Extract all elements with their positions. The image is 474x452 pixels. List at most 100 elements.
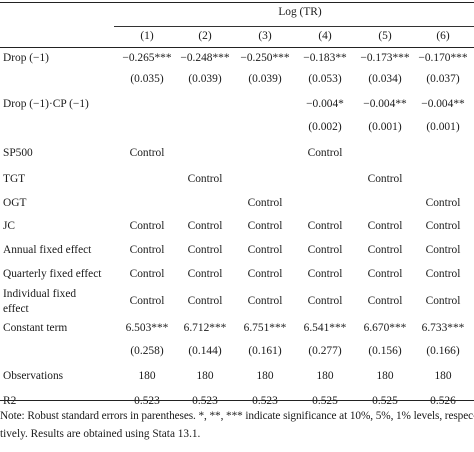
table-cell: Control (307, 295, 343, 307)
table-cell: −0.004* (306, 98, 344, 110)
table-cell: 180 (376, 370, 394, 382)
table-cell: 0.523 (134, 395, 160, 407)
table-cell: Control (129, 268, 165, 280)
table-cell: 180 (138, 370, 156, 382)
table-cell: 6.712*** (183, 322, 227, 334)
table-cell: (0.258) (130, 345, 164, 357)
table-cell: −0.265*** (122, 52, 172, 64)
table-cell: 180 (316, 370, 334, 382)
table-cell: 6.733*** (421, 322, 465, 334)
table-cell: (0.156) (368, 345, 402, 357)
table-cell: (0.039) (188, 73, 222, 85)
table-cell: −0.004** (363, 98, 407, 110)
row-label: effect (3, 303, 29, 315)
row-label: Drop (−1)·CP (−1) (3, 98, 89, 110)
table-cell: 6.541*** (303, 322, 347, 334)
table-cell: 6.670*** (363, 322, 407, 334)
table-cell: Control (307, 220, 343, 232)
table-cell: Control (187, 220, 223, 232)
table-cell: 0.523 (192, 395, 218, 407)
table-cell: 180 (196, 370, 214, 382)
row-label: OGT (3, 197, 27, 209)
row-label: Annual fixed effect (3, 244, 92, 256)
table-cell: Control (307, 268, 343, 280)
column-header: (1) (140, 30, 154, 42)
table-cell: 180 (256, 370, 274, 382)
table-cell: Control (367, 268, 403, 280)
table-cell: Control (129, 147, 165, 159)
table-cell: Control (247, 268, 283, 280)
table-cell: −0.248*** (180, 52, 230, 64)
table-cell: (0.035) (130, 73, 164, 85)
column-header: (2) (198, 30, 212, 42)
row-label: R2 (3, 395, 17, 407)
table-cell: Control (425, 295, 461, 307)
row-label: JC (3, 220, 16, 232)
table-cell: Control (425, 244, 461, 256)
table-cell: (0.001) (426, 121, 460, 133)
row-label: Quarterly fixed effect (3, 268, 102, 280)
group-header: Log (TR) (278, 6, 322, 18)
table-cell: Control (187, 268, 223, 280)
table-cell: (0.144) (188, 345, 222, 357)
column-header: (4) (318, 30, 332, 42)
row-label: SP500 (3, 147, 33, 159)
table-cell: 6.503*** (125, 322, 169, 334)
group-underline (114, 26, 474, 27)
table-cell: Control (247, 244, 283, 256)
table-cell: −0.170*** (418, 52, 468, 64)
table-cell: Control (367, 173, 403, 185)
table-cell: (0.161) (248, 345, 282, 357)
table-cell: 6.751*** (243, 322, 287, 334)
table-cell: (0.053) (308, 73, 342, 85)
table-cell: 0.525 (312, 395, 338, 407)
table-cell: 0.525 (372, 395, 398, 407)
table-cell: (0.002) (308, 121, 342, 133)
note-line-1: Note: Robust standard errors in parenthe… (0, 410, 474, 422)
table-cell: Control (129, 220, 165, 232)
column-header: (3) (258, 30, 272, 42)
table-cell: (0.277) (308, 345, 342, 357)
table-cell: Control (307, 147, 343, 159)
bottom-rule (0, 400, 474, 401)
table-cell: Control (367, 295, 403, 307)
table-cell: Control (425, 268, 461, 280)
table-cell: Control (367, 220, 403, 232)
table-cell: Control (425, 220, 461, 232)
table-cell: (0.001) (368, 121, 402, 133)
header-rule (0, 47, 474, 48)
table-cell: (0.034) (368, 73, 402, 85)
table-cell: Control (367, 244, 403, 256)
row-label: Drop (−1) (3, 52, 49, 64)
table-cell: (0.039) (248, 73, 282, 85)
top-rule (0, 2, 474, 3)
table-cell: Control (187, 244, 223, 256)
note-line-2: tively. Results are obtained using Stata… (0, 428, 201, 440)
table-cell: Control (129, 295, 165, 307)
table-cell: −0.250*** (240, 52, 290, 64)
table-cell: 180 (434, 370, 452, 382)
table-cell: −0.173*** (360, 52, 410, 64)
table-cell: Control (247, 220, 283, 232)
table-cell: (0.166) (426, 345, 460, 357)
table-cell: Control (247, 197, 283, 209)
table-cell: Control (247, 295, 283, 307)
table-note: Note: Robust standard errors in parenthe… (0, 407, 474, 443)
row-label: Constant term (3, 322, 68, 334)
row-label: Individual fixed (3, 288, 77, 300)
table-cell: Control (425, 197, 461, 209)
column-header: (6) (436, 30, 450, 42)
table-cell: −0.183** (303, 52, 347, 64)
table-cell: Control (187, 173, 223, 185)
table-cell: 0.523 (252, 395, 278, 407)
table-cell: Control (187, 295, 223, 307)
table-cell: Control (129, 244, 165, 256)
row-label: TGT (3, 173, 26, 185)
table-cell: (0.037) (426, 73, 460, 85)
row-label: Observations (3, 370, 64, 382)
table-cell: Control (307, 244, 343, 256)
table-cell: 0.526 (430, 395, 456, 407)
column-header: (5) (378, 30, 392, 42)
table-cell: −0.004** (421, 98, 465, 110)
